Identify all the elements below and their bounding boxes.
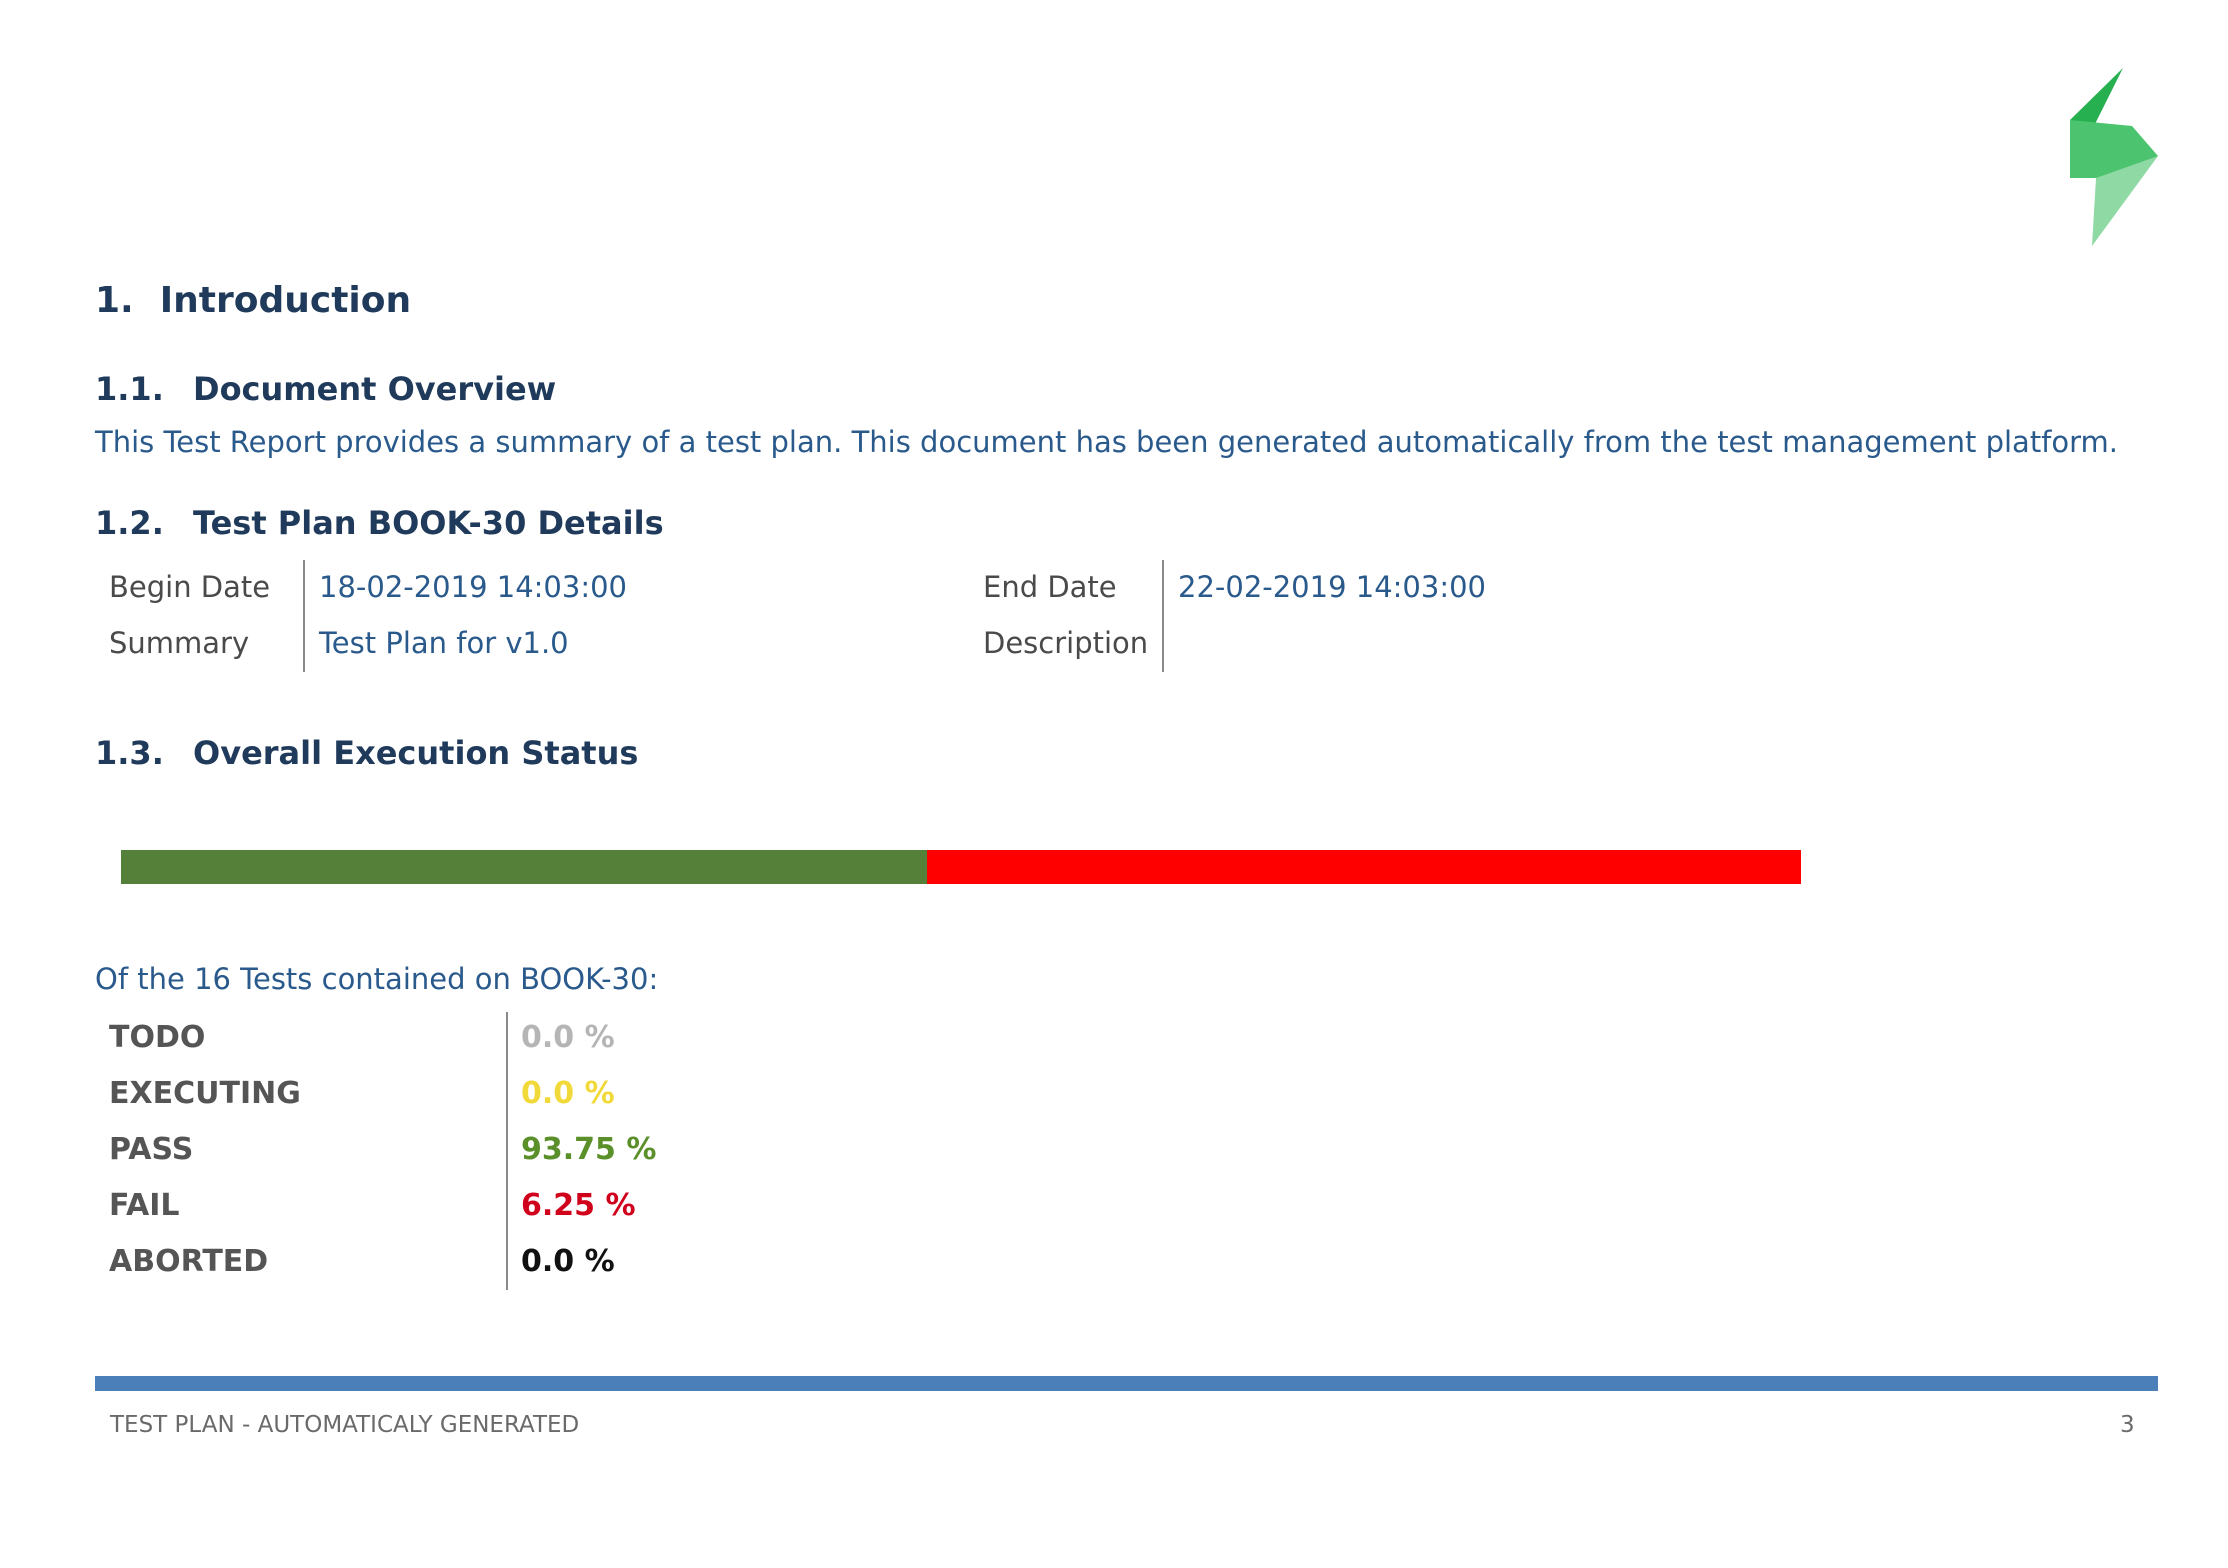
subsection-title: Document Overview — [193, 370, 557, 408]
column-divider — [1162, 560, 1164, 672]
column-divider — [303, 560, 305, 672]
status-label: FAIL — [109, 1188, 180, 1223]
status-row-aborted: ABORTED 0.0 % — [95, 1236, 795, 1292]
subsection-heading-details: 1.2. Test Plan BOOK-30 Details — [95, 504, 664, 542]
subsection-title: Test Plan BOOK-30 Details — [193, 504, 664, 542]
subsection-heading-overview: 1.1. Document Overview — [95, 370, 556, 408]
status-row-todo: TODO 0.0 % — [95, 1012, 795, 1068]
begin-date-label: Begin Date — [109, 570, 271, 604]
subsection-number: 1.2. — [95, 504, 164, 542]
status-percentage: 93.75 % — [521, 1132, 657, 1167]
status-table: TODO 0.0 % EXECUTING 0.0 % PASS 93.75 % FAIL 6.… — [95, 1012, 795, 1290]
status-row-fail: FAIL 6.25 % — [95, 1180, 795, 1236]
column-divider — [506, 1012, 508, 1290]
status-label: TODO — [109, 1020, 206, 1055]
footer-text: TEST PLAN - AUTOMATICALY GENERATED — [110, 1412, 580, 1438]
section-heading-introduction: 1. Introduction — [95, 280, 411, 321]
status-percentage: 6.25 % — [521, 1188, 636, 1223]
status-percentage: 0.0 % — [521, 1076, 615, 1111]
footer-divider — [95, 1376, 2158, 1391]
progress-segment-fail — [927, 850, 1801, 884]
end-date-value: 22-02-2019 14:03:00 — [1178, 570, 1486, 604]
tests-summary-text: Of the 16 Tests contained on BOOK-30: — [95, 962, 659, 996]
status-row-pass: PASS 93.75 % — [95, 1124, 795, 1180]
status-label: EXECUTING — [109, 1076, 301, 1111]
subsection-heading-execution: 1.3. Overall Execution Status — [95, 734, 638, 772]
page-number: 3 — [2120, 1412, 2135, 1438]
description-label: Description — [983, 626, 1149, 660]
status-percentage: 0.0 % — [521, 1244, 615, 1279]
status-row-executing: EXECUTING 0.0 % — [95, 1068, 795, 1124]
progress-segment-pass — [121, 850, 928, 884]
status-label: ABORTED — [109, 1244, 269, 1279]
section-number: 1. — [95, 280, 134, 321]
status-percentage: 0.0 % — [521, 1020, 615, 1055]
end-date-label: End Date — [983, 570, 1117, 604]
section-title: Introduction — [159, 280, 412, 321]
overview-paragraph: This Test Report provides a summary of a… — [95, 425, 2119, 459]
execution-progress-bar — [121, 850, 1801, 884]
lightning-logo-icon — [2070, 68, 2160, 248]
begin-date-value: 18-02-2019 14:03:00 — [319, 570, 627, 604]
details-table: Begin Date Summary 18-02-2019 14:03:00 T… — [95, 560, 1595, 672]
subsection-number: 1.3. — [95, 734, 164, 772]
summary-label: Summary — [109, 626, 250, 660]
status-label: PASS — [109, 1132, 194, 1167]
subsection-title: Overall Execution Status — [193, 734, 639, 772]
summary-value: Test Plan for v1.0 — [319, 626, 569, 660]
subsection-number: 1.1. — [95, 370, 164, 408]
